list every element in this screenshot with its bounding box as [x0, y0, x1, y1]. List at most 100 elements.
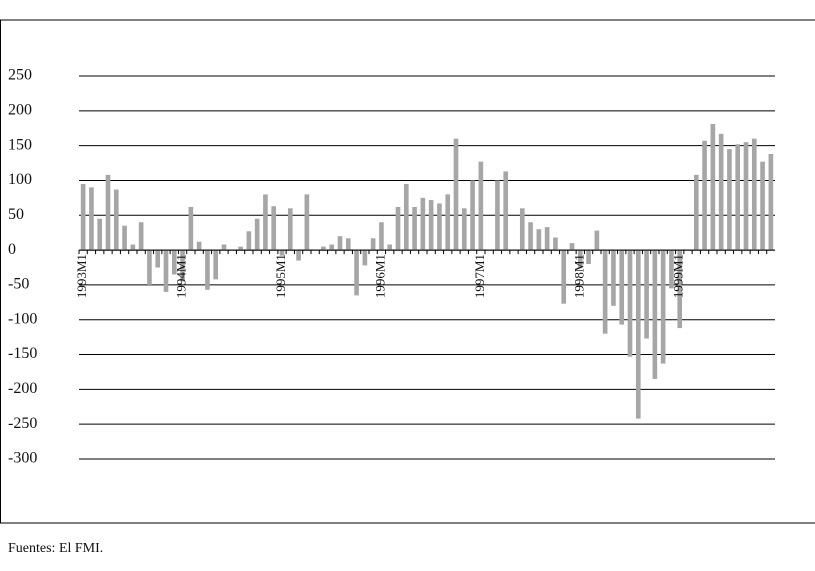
bar: [735, 144, 741, 251]
bar: [196, 241, 202, 251]
bar: [279, 250, 285, 256]
bar: [163, 250, 169, 292]
bar: [428, 199, 434, 251]
y-tick-label: -300: [8, 450, 37, 467]
bar: [271, 206, 277, 251]
bar: [329, 244, 335, 251]
bar: [519, 208, 525, 251]
bar: [80, 183, 86, 251]
bar: [751, 138, 757, 251]
bar: [263, 194, 268, 251]
bar: [379, 222, 384, 251]
bar: [138, 222, 144, 251]
y-tick-label: -100: [8, 310, 37, 327]
bar: [254, 218, 260, 251]
bar: [669, 250, 674, 289]
bar: [577, 250, 583, 268]
bar: [536, 229, 542, 251]
bar: [619, 250, 625, 325]
x-tick-label: 1997M1: [472, 254, 487, 298]
x-tick-label: 1994M1: [174, 254, 189, 298]
bar: [337, 236, 343, 251]
bar: [213, 250, 219, 280]
y-tick-label: -200: [8, 380, 37, 397]
bar: [147, 250, 152, 285]
bar: [246, 231, 252, 251]
bar: [594, 230, 600, 251]
bar: [743, 142, 749, 251]
bar: [470, 180, 475, 251]
bar: [412, 206, 417, 251]
bar: [503, 171, 509, 251]
bar: [155, 250, 161, 268]
y-tick-label: 0: [8, 241, 16, 258]
bar: [528, 222, 533, 251]
bar: [238, 246, 243, 251]
bar: [221, 244, 227, 251]
bar: [89, 187, 94, 251]
bar: [287, 208, 293, 251]
bar: [495, 180, 500, 251]
bar: [113, 189, 119, 251]
bar: [403, 183, 409, 251]
x-tick-label: 1996M1: [372, 254, 387, 298]
bar: [702, 140, 707, 251]
bar: [395, 206, 401, 251]
bar: [652, 250, 658, 379]
bar: [553, 237, 558, 251]
bar: [635, 250, 641, 419]
bar: [188, 206, 194, 251]
bar: [461, 208, 467, 251]
y-tick-label: -250: [8, 415, 37, 432]
y-tick-label: -150: [8, 345, 37, 362]
bar: [660, 250, 666, 364]
bar: [321, 246, 326, 251]
bar: [445, 194, 451, 251]
bar: [354, 250, 359, 296]
bar: [710, 124, 716, 251]
bar: [362, 250, 368, 266]
bar: [171, 250, 177, 275]
bar: [370, 238, 376, 251]
source-note: Fuentes: El FMI.: [8, 541, 103, 556]
bar: [478, 161, 484, 251]
y-tick-label: -50: [8, 276, 29, 293]
bar: [611, 250, 616, 306]
y-tick-label: 100: [8, 171, 32, 188]
bar: [304, 194, 310, 251]
bar: [420, 197, 426, 251]
x-tick-label: 1995M1: [273, 254, 288, 298]
bar: [760, 161, 765, 251]
bar: [586, 250, 591, 265]
bar: [544, 227, 550, 251]
bar: [693, 174, 699, 251]
x-tick-label: 1998M1: [571, 254, 586, 298]
bar: [627, 250, 633, 357]
bar: [130, 244, 136, 251]
y-tick-label: 150: [8, 136, 32, 153]
bar: [677, 250, 683, 329]
bar: [122, 225, 127, 251]
y-tick-label: 50: [8, 206, 24, 223]
bar: [727, 149, 732, 251]
bar: [561, 250, 567, 304]
bar: [105, 174, 111, 251]
bar: [644, 250, 649, 339]
x-tick-label: 1993M1: [74, 254, 89, 298]
bar: [97, 218, 103, 251]
bar: [345, 238, 351, 251]
y-tick-label: 200: [8, 101, 32, 118]
x-tick-label: 1999M1: [671, 254, 686, 298]
y-tick-label: 250: [8, 67, 32, 84]
bar: [387, 244, 393, 251]
bar: [602, 250, 608, 334]
bar: [296, 250, 301, 261]
bar: [437, 203, 442, 251]
bar: [718, 133, 724, 251]
bar: [768, 153, 774, 251]
bar: [453, 138, 459, 251]
bar: [205, 250, 210, 290]
bar: [180, 250, 185, 282]
bar: [569, 243, 575, 251]
